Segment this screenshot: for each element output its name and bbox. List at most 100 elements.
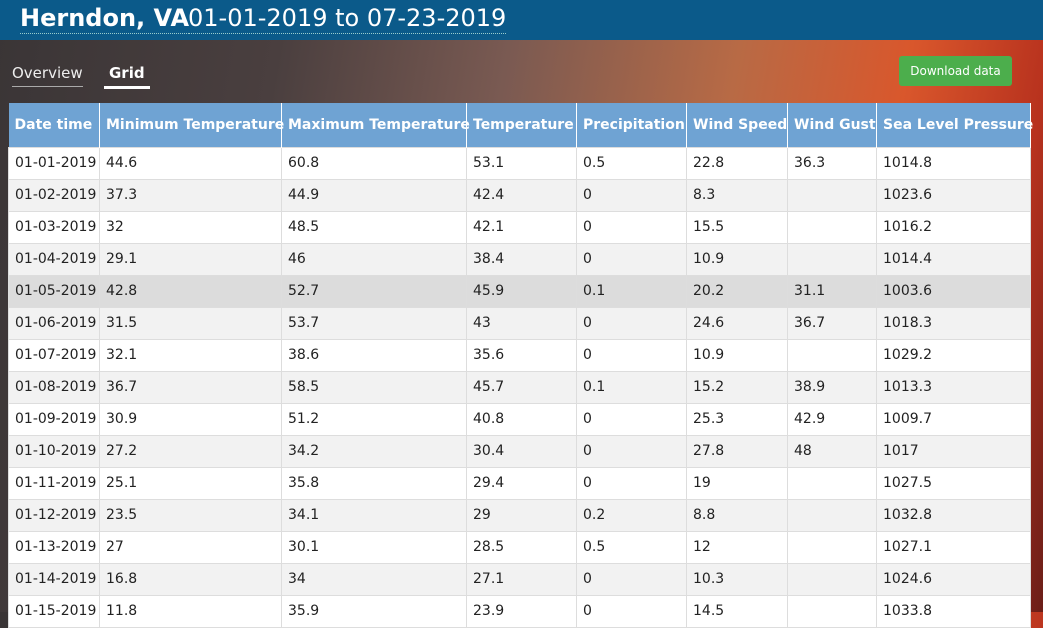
column-header[interactable]: Minimum Temperature [99, 103, 284, 147]
cell [787, 498, 877, 532]
cell: 29.1 [99, 242, 282, 276]
cell: 1018.3 [876, 306, 1031, 340]
cell: 53.7 [281, 306, 467, 340]
cell: 0.5 [576, 146, 687, 180]
cell: 20.2 [686, 274, 788, 308]
cell: 0 [576, 338, 687, 372]
cell: 1014.4 [876, 242, 1031, 276]
cell [787, 338, 877, 372]
cell: 0.5 [576, 530, 687, 564]
cell: 38.4 [466, 242, 577, 276]
cell: 01-04-2019 [8, 242, 100, 276]
cell: 01-02-2019 [8, 178, 100, 212]
cell: 01-15-2019 [8, 594, 100, 628]
cell: 1014.8 [876, 146, 1031, 180]
cell: 35.6 [466, 338, 577, 372]
data-grid: Date time Minimum Temperature Maximum Temp… [8, 103, 1033, 628]
cell: 35.9 [281, 594, 467, 628]
column-header[interactable]: Date time [8, 103, 100, 147]
cell: 15.2 [686, 370, 788, 404]
cell: 36.7 [787, 306, 877, 340]
cell: 27.1 [466, 562, 577, 596]
row[interactable]: 01-11-2019 25.1 35.8 29.4 0 19 1027.5 [8, 466, 1031, 500]
column-header[interactable]: Wind Gust [787, 103, 877, 147]
cell: 52.7 [281, 274, 467, 308]
cell: 0 [576, 178, 687, 212]
cell: 10.9 [686, 338, 788, 372]
cell [787, 562, 877, 596]
cell: 51.2 [281, 402, 467, 436]
header-row: Date time Minimum Temperature Maximum Temp… [8, 103, 1033, 147]
cell: 01-11-2019 [8, 466, 100, 500]
cell: 8.8 [686, 498, 788, 532]
row[interactable]: 01-08-2019 36.7 58.5 45.7 0.1 15.2 38.9 1013.3 [8, 370, 1031, 404]
cell: 35.8 [281, 466, 467, 500]
cell: 01-06-2019 [8, 306, 100, 340]
cell: 48.5 [281, 210, 467, 244]
cell: 44.6 [99, 146, 282, 180]
cell: 27.2 [99, 434, 282, 468]
row[interactable]: 01-10-2019 27.2 34.2 30.4 0 27.8 48 1017 [8, 434, 1031, 468]
column-header[interactable]: Precipitation [576, 103, 687, 147]
location[interactable]: Herndon, VA [20, 4, 190, 34]
cell: 0 [576, 402, 687, 436]
row[interactable]: 01-12-2019 23.5 34.1 29 0.2 8.8 1032.8 [8, 498, 1031, 532]
download-button[interactable]: Download data [899, 56, 1012, 86]
cell: 32 [99, 210, 282, 244]
row[interactable]: 01-04-2019 29.1 46 38.4 0 10.9 1014.4 [8, 242, 1031, 276]
cell: 1029.2 [876, 338, 1031, 372]
row[interactable]: 01-06-2019 31.5 53.7 43 0 24.6 36.7 1018.3 [8, 306, 1031, 340]
cell: 15.5 [686, 210, 788, 244]
column-header[interactable]: Wind Speed [686, 103, 788, 147]
column-header[interactable]: Sea Level Pressure [876, 103, 1033, 147]
cell: 22.8 [686, 146, 788, 180]
row[interactable]: 01-14-2019 16.8 34 27.1 0 10.3 1024.6 [8, 562, 1031, 596]
cell: 44.9 [281, 178, 467, 212]
cell: 01-08-2019 [8, 370, 100, 404]
cell: 01-07-2019 [8, 338, 100, 372]
tab[interactable]: Overview [12, 64, 83, 87]
row[interactable]: 01-05-2019 42.8 52.7 45.9 0.1 20.2 31.1 1003.6 [8, 274, 1031, 308]
cell [787, 466, 877, 500]
cell: 31.5 [99, 306, 282, 340]
cell: 29.4 [466, 466, 577, 500]
date-range[interactable]: 01-01-2019 to 07-23-2019 [188, 4, 507, 34]
row[interactable]: 01-02-2019 37.3 44.9 42.4 0 8.3 1023.6 [8, 178, 1031, 212]
cell: 1027.1 [876, 530, 1031, 564]
cell: 53.1 [466, 146, 577, 180]
row[interactable]: 01-03-2019 32 48.5 42.1 0 15.5 1016.2 [8, 210, 1031, 244]
cell: 34 [281, 562, 467, 596]
cell: 1003.6 [876, 274, 1031, 308]
tab-active[interactable]: Grid [104, 64, 150, 89]
cell: 42.8 [99, 274, 282, 308]
cell: 31.1 [787, 274, 877, 308]
row[interactable]: 01-01-2019 44.6 60.8 53.1 0.5 22.8 36.3 1014.8 [8, 146, 1031, 180]
cell: 27.8 [686, 434, 788, 468]
cell: 30.1 [281, 530, 467, 564]
cell: 1027.5 [876, 466, 1031, 500]
cell: 1032.8 [876, 498, 1031, 532]
cell: 8.3 [686, 178, 788, 212]
row[interactable]: 01-07-2019 32.1 38.6 35.6 0 10.9 1029.2 [8, 338, 1031, 372]
cell: 1009.7 [876, 402, 1031, 436]
cell: 46 [281, 242, 467, 276]
cell: 23.9 [466, 594, 577, 628]
cell: 34.2 [281, 434, 467, 468]
cell: 01-01-2019 [8, 146, 100, 180]
row[interactable]: 01-09-2019 30.9 51.2 40.8 0 25.3 42.9 1009.7 [8, 402, 1031, 436]
cell: 10.9 [686, 242, 788, 276]
cell: 0 [576, 242, 687, 276]
cell: 38.9 [787, 370, 877, 404]
cell: 01-14-2019 [8, 562, 100, 596]
column-header[interactable]: Maximum Temperature [281, 103, 470, 147]
cell: 1024.6 [876, 562, 1031, 596]
cell: 1033.8 [876, 594, 1031, 628]
cell: 01-10-2019 [8, 434, 100, 468]
cell: 11.8 [99, 594, 282, 628]
column-header[interactable]: Temperature [466, 103, 577, 147]
row[interactable]: 01-13-2019 27 30.1 28.5 0.5 12 1027.1 [8, 530, 1031, 564]
row[interactable]: 01-15-2019 11.8 35.9 23.9 0 14.5 1033.8 [8, 594, 1031, 628]
cell: 01-12-2019 [8, 498, 100, 532]
cell: 01-03-2019 [8, 210, 100, 244]
